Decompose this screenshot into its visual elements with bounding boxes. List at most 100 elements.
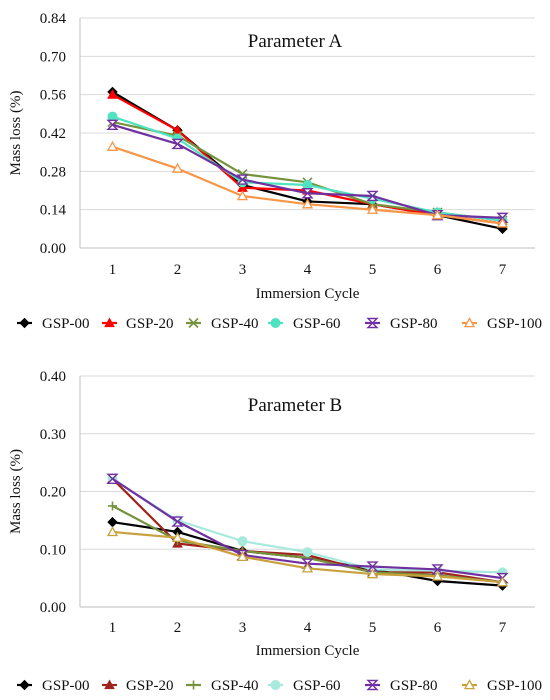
- data-point: [171, 516, 184, 527]
- data-point: [236, 190, 249, 201]
- data-point: [107, 516, 118, 528]
- legend-label: GSP-60: [293, 678, 341, 694]
- y-tick-label: 0.20: [40, 485, 66, 501]
- data-point: [236, 174, 249, 185]
- y-tick-label: 0.00: [40, 600, 66, 616]
- data-point: [237, 536, 248, 547]
- legend-label: GSP-60: [293, 316, 341, 332]
- legend-item-gsp-20: GSP-20: [102, 678, 174, 694]
- x-tick-label: 1: [109, 262, 117, 278]
- series-gsp-100: [106, 140, 509, 228]
- data-point: [496, 217, 509, 228]
- legend-marker: [104, 317, 115, 328]
- y-axis-title: Mass loss (%): [8, 449, 24, 534]
- data-point: [108, 501, 117, 511]
- legend-item-gsp-40: GSP-40: [186, 316, 259, 332]
- legend-label: GSP-100: [487, 678, 542, 694]
- series-gsp-100: [106, 526, 509, 587]
- legend-label: GSP-00: [42, 316, 90, 332]
- x-tick-label: 6: [434, 620, 442, 636]
- legend-item-gsp-60: GSP-60: [268, 678, 341, 694]
- y-tick-label: 0.28: [40, 164, 66, 180]
- legend-item-gsp-40: GSP-40: [186, 678, 259, 694]
- data-point: [236, 550, 249, 562]
- data-point: [301, 198, 314, 209]
- legend-marker: [270, 318, 281, 328]
- legend-marker: [366, 679, 379, 691]
- data-point: [106, 119, 119, 130]
- x-tick-label: 7: [499, 262, 507, 278]
- x-tick-label: 7: [499, 620, 507, 636]
- data-point: [106, 140, 119, 151]
- data-point: [106, 473, 119, 484]
- legend-label: GSP-80: [390, 316, 438, 332]
- legend-item-gsp-80: GSP-80: [365, 678, 438, 694]
- legend-marker: [188, 317, 199, 329]
- y-tick-label: 0.42: [40, 126, 66, 142]
- data-point: [431, 209, 444, 220]
- legend-marker: [104, 679, 115, 690]
- x-tick-label: 4: [304, 620, 312, 636]
- legend-item-gsp-100: GSP-100: [462, 678, 542, 694]
- legend-item-gsp-60: GSP-60: [268, 316, 341, 332]
- y-tick-label: 0.40: [40, 369, 66, 385]
- x-axis-title: Immersion Cycle: [256, 643, 360, 659]
- y-tick-label: 0.10: [40, 542, 66, 558]
- legend-marker: [463, 317, 476, 328]
- data-point: [431, 570, 444, 581]
- x-tick-label: 6: [434, 262, 442, 278]
- legend-item-gsp-100: GSP-100: [462, 316, 542, 332]
- y-axis-title: Mass loss (%): [8, 90, 24, 175]
- data-point: [107, 89, 118, 99]
- data-point: [171, 138, 184, 150]
- series-gsp-00: [107, 86, 508, 235]
- y-tick-label: 0.14: [40, 203, 67, 219]
- data-point: [496, 576, 509, 587]
- data-point: [366, 190, 379, 202]
- legend-item-gsp-00: GSP-00: [17, 678, 90, 694]
- x-tick-label: 3: [239, 620, 247, 636]
- data-point: [106, 526, 119, 537]
- x-axis-title: Immersion Cycle: [256, 286, 360, 302]
- legend-item-gsp-80: GSP-80: [365, 316, 438, 332]
- data-point: [431, 564, 444, 575]
- legend-label: GSP-20: [126, 678, 174, 694]
- x-tick-label: 4: [304, 262, 312, 278]
- panel-a: 0.00 0.14 0.28 0.42 0.56 0.70 0.84 1 2 3 4 5 6 7 Immer…: [8, 11, 542, 332]
- legend-marker: [366, 317, 379, 329]
- x-tick-label: 5: [369, 620, 377, 636]
- y-tick-label: 0.56: [40, 88, 67, 104]
- legend-label: GSP-80: [390, 678, 438, 694]
- y-tick-label: 0.30: [40, 427, 66, 443]
- data-point: [366, 203, 379, 214]
- legend-marker: [189, 680, 198, 690]
- legend-marker: [19, 317, 30, 329]
- legend-label: GSP-00: [42, 678, 90, 694]
- legend-label: GSP-20: [126, 316, 174, 332]
- data-point: [301, 188, 314, 199]
- x-tick-label: 5: [369, 262, 377, 278]
- panel-b: 0.00 0.10 0.20 0.30 0.40 1 2 3 4 5 6 7 Immersion Cyc…: [8, 369, 542, 694]
- x-tick-label: 2: [174, 262, 182, 278]
- x-tick-label: 3: [239, 262, 247, 278]
- legend-marker: [19, 679, 30, 691]
- legend-item-gsp-20: GSP-20: [102, 316, 174, 332]
- data-point: [302, 547, 313, 558]
- legend-marker: [463, 679, 476, 690]
- data-point: [171, 162, 184, 173]
- legend-item-gsp-00: GSP-00: [17, 316, 90, 332]
- legend-label: GSP-40: [211, 678, 259, 694]
- legend-marker: [270, 680, 281, 690]
- legend-label: GSP-100: [487, 316, 542, 332]
- chart-title: Parameter B: [248, 395, 342, 416]
- x-tick-label: 2: [174, 620, 182, 636]
- data-point: [301, 562, 314, 573]
- y-tick-label: 0.00: [40, 241, 66, 257]
- x-tick-label: 1: [109, 620, 117, 636]
- legend-label: GSP-40: [211, 316, 259, 332]
- y-tick-label: 0.70: [40, 49, 66, 65]
- data-point: [171, 531, 184, 542]
- data-point: [366, 568, 379, 579]
- y-tick-label: 0.84: [40, 11, 67, 27]
